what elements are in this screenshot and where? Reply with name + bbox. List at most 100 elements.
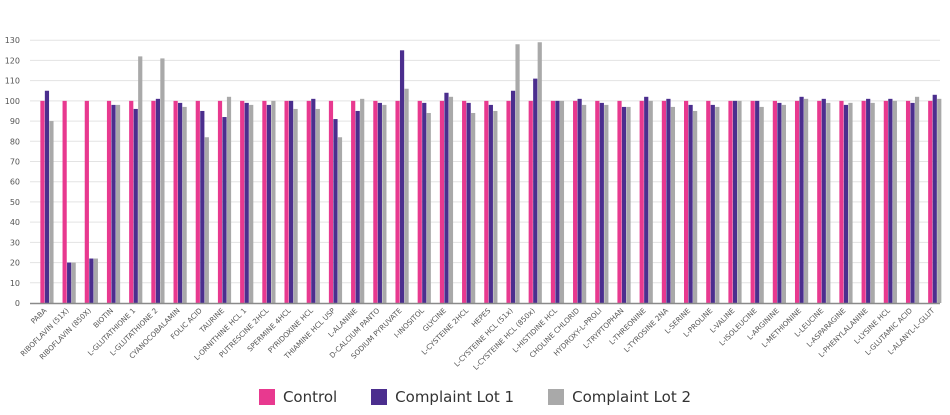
- bar-control-15: [373, 100, 378, 303]
- bar-complaint-lot-1-28: [666, 98, 671, 303]
- bar-complaint-lot-2-18: [448, 96, 454, 303]
- bar-complaint-lot-2-16: [404, 88, 409, 303]
- bar-complaint-lot-2-0: [49, 121, 54, 303]
- bar-complaint-lot-2-29: [693, 110, 698, 304]
- bar-control-6: [173, 100, 178, 303]
- x-tick-label-0: PABA: [29, 306, 49, 326]
- bar-complaint-lot-2-37: [870, 102, 875, 303]
- bar-complaint-lot-2-40: [937, 98, 942, 303]
- bar-complaint-lot-1-34: [799, 96, 804, 303]
- bar-complaint-lot-2-22: [537, 42, 542, 304]
- bar-control-25: [595, 100, 600, 303]
- bar-complaint-lot-2-17: [426, 112, 431, 304]
- bar-control-33: [772, 100, 777, 303]
- bar-control-13: [328, 100, 334, 303]
- bar-complaint-lot-2-9: [249, 104, 254, 304]
- bar-control-29: [684, 100, 689, 303]
- bar-complaint-lot-1-27: [644, 96, 649, 303]
- bar-complaint-lot-1-38: [888, 98, 893, 303]
- bar-complaint-lot-1-32: [755, 100, 760, 303]
- bar-control-9: [240, 100, 245, 303]
- bar-complaint-lot-1-12: [311, 98, 316, 303]
- legend-item-complaint-lot-1[interactable]: Complaint Lot 1: [371, 388, 514, 406]
- legend-label-complaint-lot-1: Complaint Lot 1: [395, 388, 515, 406]
- bar-complaint-lot-1-31: [732, 100, 738, 303]
- bar-complaint-lot-2-39: [914, 96, 920, 303]
- bar-complaint-lot-2-5: [160, 58, 165, 303]
- legend-item-complaint-lot-2[interactable]: Complaint Lot 2: [548, 388, 691, 406]
- bar-complaint-lot-2-7: [204, 137, 209, 303]
- bar-complaint-lot-1-15: [377, 102, 382, 303]
- bar-complaint-lot-2-36: [848, 102, 853, 303]
- bar-complaint-lot-2-25: [604, 104, 609, 304]
- y-tick-label-80: 80: [10, 137, 20, 146]
- bar-complaint-lot-2-24: [582, 104, 587, 304]
- y-tick-label-110: 110: [5, 77, 20, 86]
- y-tick-label-20: 20: [10, 259, 20, 268]
- bar-complaint-lot-1-26: [621, 106, 627, 303]
- bar-chart: 0102030405060708090100110120130PABARIBOF…: [5, 36, 942, 372]
- bar-complaint-lot-1-40: [932, 94, 937, 303]
- bar-complaint-lot-2-10: [271, 100, 276, 303]
- bar-control-28: [661, 100, 667, 303]
- bar-complaint-lot-2-32: [759, 106, 764, 303]
- bar-complaint-lot-2-30: [715, 106, 720, 303]
- bar-complaint-lot-2-27: [648, 100, 653, 303]
- bar-control-24: [573, 100, 578, 303]
- legend-swatch-control: [258, 389, 275, 405]
- bar-control-31: [728, 100, 733, 303]
- bar-control-21: [506, 100, 511, 303]
- bar-complaint-lot-2-20: [493, 110, 498, 304]
- bar-complaint-lot-1-21: [510, 90, 516, 303]
- bar-complaint-lot-2-19: [471, 112, 476, 304]
- bar-complaint-lot-1-16: [399, 50, 405, 303]
- bar-control-26: [617, 100, 622, 303]
- bar-complaint-lot-1-30: [710, 104, 715, 304]
- y-tick-label-40: 40: [10, 218, 20, 227]
- bar-control-38: [883, 100, 888, 303]
- bar-complaint-lot-1-20: [488, 104, 493, 304]
- bar-complaint-lot-1-6: [178, 102, 183, 303]
- bar-control-35: [817, 100, 822, 303]
- bar-complaint-lot-1-37: [866, 98, 871, 303]
- y-tick-label-60: 60: [10, 178, 20, 187]
- bar-complaint-lot-2-3: [115, 104, 121, 304]
- bar-complaint-lot-1-36: [843, 104, 849, 304]
- bar-complaint-lot-1-14: [355, 110, 360, 304]
- y-tick-label-0: 0: [15, 299, 20, 308]
- bar-control-34: [794, 100, 800, 303]
- bar-complaint-lot-2-13: [337, 137, 343, 303]
- bar-complaint-lot-1-4: [133, 108, 138, 303]
- y-tick-label-10: 10: [10, 279, 20, 288]
- bar-complaint-lot-1-1: [67, 262, 72, 303]
- bar-control-17: [417, 100, 422, 303]
- bar-complaint-lot-1-8: [222, 117, 227, 303]
- bar-control-27: [639, 100, 644, 303]
- bar-complaint-lot-2-38: [892, 100, 897, 303]
- y-tick-label-50: 50: [10, 198, 20, 207]
- bar-complaint-lot-1-25: [599, 102, 604, 303]
- y-tick-label-130: 130: [5, 36, 20, 45]
- bar-control-2: [84, 100, 89, 303]
- legend-item-control[interactable]: Control: [258, 388, 338, 406]
- bar-complaint-lot-1-5: [155, 98, 161, 303]
- bar-control-36: [839, 100, 844, 303]
- bar-complaint-lot-2-11: [293, 108, 298, 303]
- bar-complaint-lot-2-23: [559, 100, 565, 303]
- legend-label-control: Control: [282, 388, 338, 406]
- bar-complaint-lot-1-29: [688, 104, 693, 304]
- bar-complaint-lot-2-35: [826, 102, 831, 303]
- bar-control-10: [262, 100, 267, 303]
- bar-complaint-lot-1-33: [777, 102, 782, 303]
- bar-control-3: [106, 100, 112, 303]
- bar-control-20: [484, 100, 489, 303]
- bar-complaint-lot-1-39: [910, 102, 915, 303]
- bar-control-12: [306, 100, 311, 303]
- bar-complaint-lot-1-0: [44, 90, 50, 303]
- bar-control-14: [351, 100, 356, 303]
- bar-control-1: [62, 100, 67, 303]
- bar-complaint-lot-2-26: [626, 106, 631, 303]
- legend-swatch-complaint-lot-1: [371, 389, 388, 405]
- y-tick-label-70: 70: [10, 158, 20, 167]
